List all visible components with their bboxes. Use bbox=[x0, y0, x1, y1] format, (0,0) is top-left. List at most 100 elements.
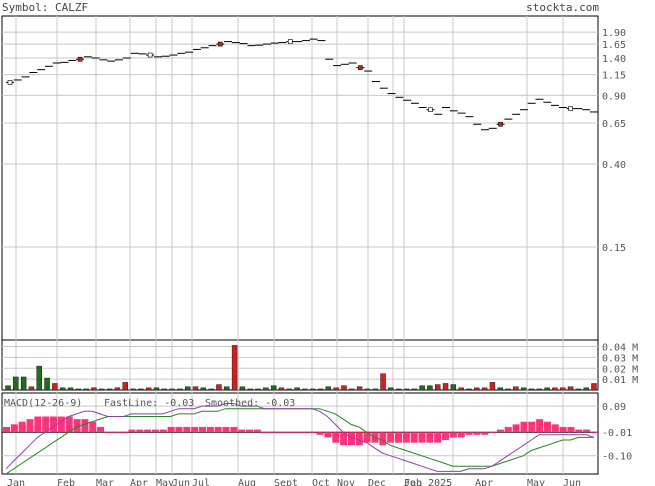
volume-bar-27 bbox=[216, 384, 222, 391]
macd-hist-bar-51 bbox=[402, 432, 410, 443]
volume-tick-label-2: 0.02 M bbox=[602, 364, 638, 375]
month-label-0: Jan bbox=[7, 478, 25, 486]
volume-bar-21 bbox=[169, 388, 175, 391]
price-candle-9 bbox=[77, 56, 83, 62]
macd-hist-bar-3 bbox=[26, 419, 34, 433]
volume-bar-9 bbox=[75, 388, 82, 391]
macd-fast-line bbox=[5, 403, 595, 472]
volume-bar-11 bbox=[91, 387, 97, 391]
macd-hist-bar-71 bbox=[559, 426, 567, 433]
volume-bar-29 bbox=[231, 345, 238, 391]
volume-bar-59 bbox=[466, 388, 472, 391]
macd-hist-bar-69 bbox=[543, 421, 551, 433]
panel-frame-2 bbox=[1, 392, 599, 475]
macd-hist-bar-62 bbox=[489, 432, 497, 434]
price-candle-45 bbox=[358, 65, 363, 70]
volume-bar-12 bbox=[99, 388, 105, 391]
macd-tick-label-2: -0.10 bbox=[602, 452, 632, 463]
month-label-5: Jun bbox=[172, 478, 190, 486]
macd-hist-bar-5 bbox=[42, 416, 50, 433]
volume-bar-41 bbox=[325, 386, 332, 391]
month-label-10: Nov bbox=[337, 478, 355, 486]
macd-hist-bar-73 bbox=[575, 429, 583, 433]
macd-hist-bar-26 bbox=[206, 426, 214, 433]
macd-hist-bar-10 bbox=[81, 419, 89, 433]
volume-bar-15 bbox=[122, 382, 128, 391]
volume-bar-3 bbox=[28, 386, 35, 391]
volume-bar-43 bbox=[341, 385, 347, 391]
macd-hist-bar-7 bbox=[57, 416, 65, 433]
volume-bar-52 bbox=[411, 388, 417, 391]
macd-hist-bar-60 bbox=[473, 432, 481, 435]
volume-bar-26 bbox=[208, 388, 214, 391]
volume-bar-1 bbox=[13, 376, 19, 391]
macd-hist-bar-65 bbox=[512, 424, 520, 433]
macd-hist-bar-55 bbox=[434, 432, 442, 443]
macd-hist-bar-41 bbox=[324, 432, 332, 438]
volume-bar-54 bbox=[427, 385, 433, 391]
macd-hist-bar-11 bbox=[89, 421, 97, 433]
macd-hist-bar-20 bbox=[159, 429, 167, 433]
volume-bar-68 bbox=[536, 388, 543, 391]
volume-bar-20 bbox=[161, 388, 167, 391]
macd-hist-bar-66 bbox=[520, 421, 528, 433]
volume-bar-6 bbox=[52, 383, 58, 391]
macd-hist-bar-67 bbox=[528, 421, 536, 433]
macd-hist-bar-53 bbox=[418, 432, 426, 443]
volume-bar-19 bbox=[153, 387, 160, 391]
volume-bar-65 bbox=[513, 386, 519, 391]
macd-hist-bar-22 bbox=[175, 426, 183, 433]
month-label-2: Mar bbox=[96, 478, 114, 486]
macd-hist-bar-44 bbox=[347, 432, 355, 446]
volume-bar-62 bbox=[489, 382, 496, 391]
price-tick-label-4: 0.90 bbox=[602, 91, 626, 102]
volume-tick-label-0: 0.04 M bbox=[602, 343, 638, 354]
macd-hist-bar-32 bbox=[253, 429, 261, 433]
macd-hist-bar-18 bbox=[144, 429, 152, 433]
volume-bar-32 bbox=[255, 388, 261, 391]
macd-title: MACD(12-26-9) bbox=[4, 398, 82, 409]
price-candle-72 bbox=[568, 106, 573, 111]
macd-hist-bar-63 bbox=[496, 429, 504, 433]
volume-bar-69 bbox=[544, 387, 550, 391]
volume-bar-35 bbox=[278, 387, 285, 391]
month-label-7: Aug bbox=[238, 478, 256, 486]
macd-hist-bar-54 bbox=[426, 432, 434, 443]
volume-bar-45 bbox=[356, 386, 363, 391]
macd-hist-bar-34 bbox=[269, 432, 277, 434]
macd-hist-bar-28 bbox=[222, 426, 230, 433]
macd-hist-bar-17 bbox=[136, 429, 144, 433]
macd-hist-bar-24 bbox=[191, 426, 199, 433]
volume-bar-42 bbox=[333, 387, 339, 391]
volume-bar-23 bbox=[185, 386, 191, 391]
price-tick-label-3: 1.15 bbox=[602, 71, 626, 82]
price-candle-54 bbox=[428, 107, 433, 113]
price-candle-18 bbox=[147, 52, 153, 58]
volume-bar-22 bbox=[177, 388, 183, 391]
volume-bar-24 bbox=[192, 386, 199, 391]
macd-hist-bar-14 bbox=[112, 432, 120, 434]
volume-bar-25 bbox=[200, 387, 207, 391]
volume-bar-39 bbox=[310, 388, 316, 391]
grid-lines: 1.901.651.401.150.900.650.400.150.04 M0.… bbox=[1, 15, 638, 475]
month-label-4: May bbox=[156, 478, 174, 486]
volume-bar-8 bbox=[67, 387, 74, 391]
price-candle-0 bbox=[7, 80, 13, 85]
volume-bar-36 bbox=[286, 388, 292, 391]
macd-hist-bar-21 bbox=[167, 426, 175, 433]
macd-hist-bar-27 bbox=[214, 426, 222, 433]
price-tick-label-0: 1.90 bbox=[602, 28, 626, 39]
macd-hist-bar-30 bbox=[238, 429, 246, 433]
volume-bar-73 bbox=[575, 388, 582, 391]
volume-bar-60 bbox=[474, 387, 480, 391]
volume-tick-label-3: 0.01 M bbox=[602, 375, 638, 386]
macd-hist-bar-31 bbox=[246, 429, 254, 433]
macd-hist-bar-48 bbox=[379, 432, 387, 446]
volume-bar-4 bbox=[36, 365, 42, 391]
price-tick-label-5: 0.65 bbox=[602, 119, 626, 130]
macd-hist-bar-52 bbox=[410, 432, 418, 443]
volume-bar-75 bbox=[591, 383, 597, 391]
month-label-1: Feb bbox=[57, 478, 75, 486]
